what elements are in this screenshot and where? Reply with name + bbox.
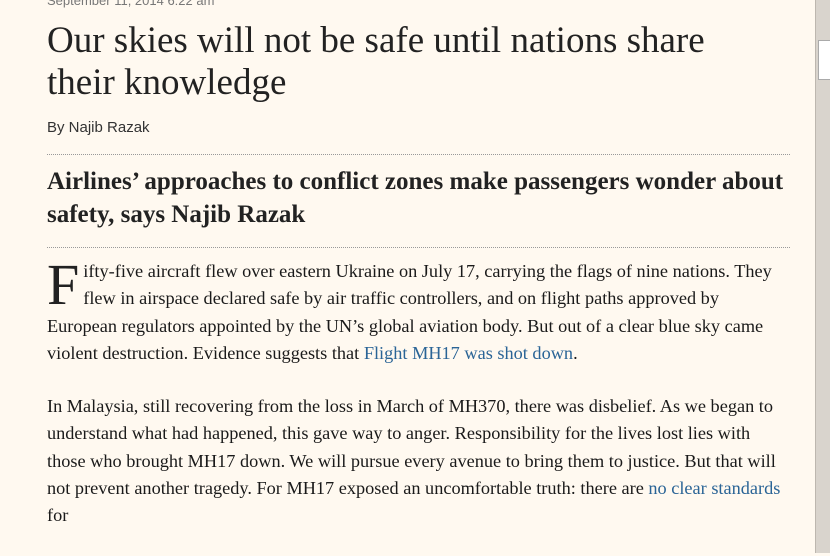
- link[interactable]: no clear standards: [648, 478, 781, 499]
- text: for: [47, 505, 69, 526]
- text: ifty-five aircraft flew over eastern Ukr…: [47, 261, 772, 363]
- text: In Malaysia, still recovering from the l…: [47, 396, 776, 499]
- link[interactable]: Flight MH17 was shot down: [363, 342, 574, 363]
- scrollbar: [815, 0, 830, 553]
- paragraph: In Malaysia, still recovering from the l…: [47, 393, 787, 529]
- byline: By Najib Razak: [47, 119, 150, 136]
- divider: [47, 154, 790, 155]
- dateline: September 11, 2014 6:22 am: [47, 0, 215, 8]
- drop-cap: F: [47, 252, 80, 317]
- standfirst: Airlines’ approaches to conflict zones m…: [47, 168, 784, 228]
- headline: Our skies will not be safe until nations…: [47, 20, 705, 103]
- side-widget: [818, 40, 830, 80]
- text: .: [573, 342, 578, 363]
- divider: [47, 247, 790, 248]
